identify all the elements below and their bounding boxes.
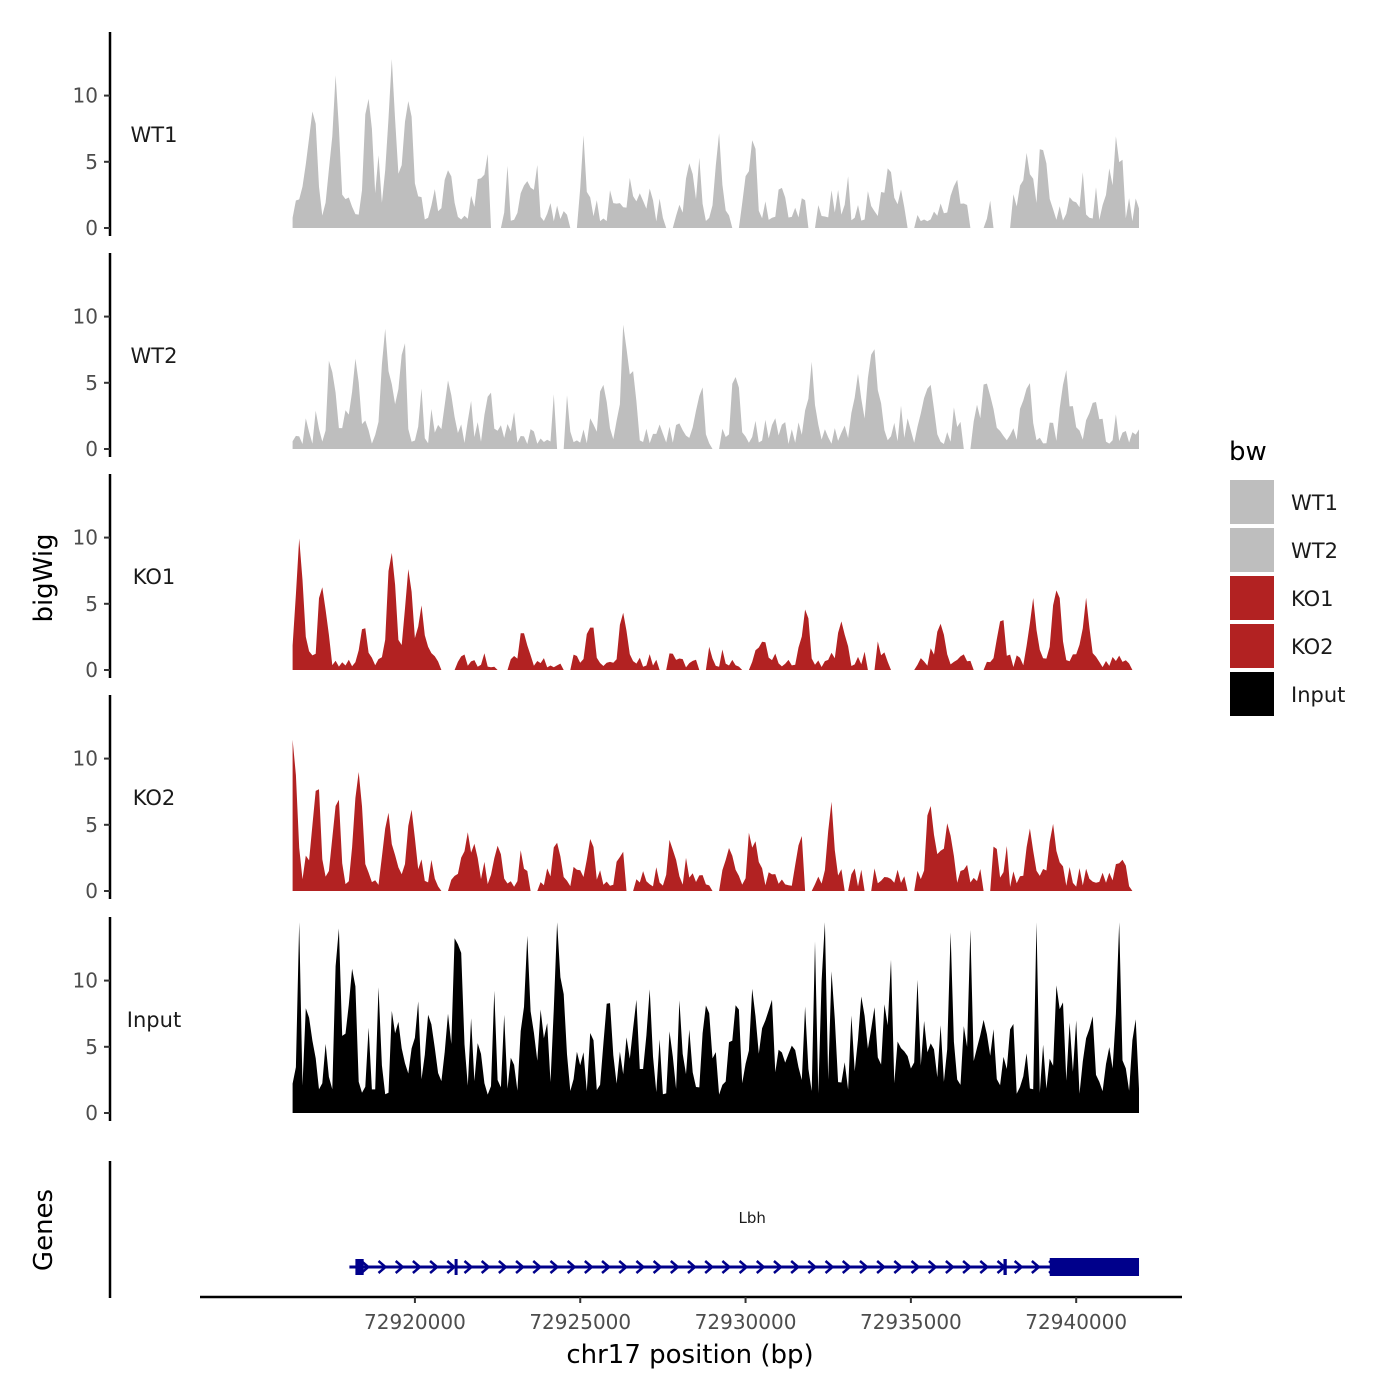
strand-arrow: [824, 1260, 835, 1274]
coverage-area-wt2: [292, 324, 1140, 449]
gene-exon: [454, 1259, 458, 1275]
y-tick-label: 10: [73, 305, 98, 329]
strand-arrow: [841, 1260, 852, 1274]
strand-arrow: [1031, 1260, 1041, 1274]
y-tick-label: 5: [85, 371, 98, 395]
y-tick-label: 5: [85, 150, 98, 174]
legend-key-wt2: [1230, 528, 1274, 572]
strand-arrow: [979, 1260, 990, 1274]
strand-arrow: [394, 1260, 405, 1274]
strand-arrow: [377, 1260, 388, 1274]
legend-key-ko2: [1230, 624, 1274, 668]
legend: bw WT1 WT2 KO1 KO2 Input: [1229, 437, 1345, 716]
y-tick-label: 10: [73, 526, 98, 550]
y-tick-label: 5: [85, 813, 98, 837]
y-tick-label: 0: [85, 1101, 98, 1125]
y-tick-label: 10: [73, 747, 98, 771]
strand-arrow: [446, 1260, 457, 1274]
legend-key-wt1: [1230, 480, 1274, 524]
strand-arrow: [480, 1260, 491, 1274]
gene-exon: [1049, 1258, 1140, 1276]
coverage-area-wt1: [292, 59, 1140, 228]
strand-arrow: [429, 1260, 440, 1274]
gene-name-label: Lbh: [739, 1209, 766, 1227]
x-tick-label: 72935000: [860, 1310, 962, 1334]
y-tick-label: 10: [73, 84, 98, 108]
coverage-area-input: [292, 922, 1140, 1113]
y-tick-label: 5: [85, 592, 98, 616]
strand-arrow: [635, 1260, 646, 1274]
y-tick-label: 5: [85, 1035, 98, 1059]
track-label-wt1: WT1: [131, 123, 178, 147]
strand-arrow: [687, 1260, 697, 1274]
y-tick-label: 10: [73, 969, 98, 993]
gene-track: Lbh: [108, 1161, 1140, 1298]
strand-arrow: [945, 1260, 955, 1274]
strand-arrow: [566, 1260, 577, 1274]
x-tick-label: 72920000: [364, 1310, 466, 1334]
y-tick-label: 0: [85, 658, 98, 682]
track-label-ko1: KO1: [133, 565, 176, 589]
y-tick-label: 0: [85, 879, 98, 903]
track-label-ko2: KO2: [133, 786, 176, 810]
strand-arrow: [721, 1260, 732, 1274]
legend-key-ko1: [1230, 576, 1274, 620]
track-label-wt2: WT2: [131, 344, 178, 368]
gene-track-title: Genes: [29, 1189, 59, 1271]
legend-label-wt1: WT1: [1291, 491, 1338, 515]
track-panel-wt1: 0 5 10 WT1: [73, 32, 1140, 240]
coverage-area-ko2: [292, 739, 1140, 891]
track-panel-ko1: 0 5 10 KO1: [73, 474, 1140, 682]
strand-arrow: [962, 1260, 973, 1274]
strand-arrow: [532, 1260, 543, 1274]
legend-label-ko1: KO1: [1291, 587, 1334, 611]
coverage-area-ko1: [292, 538, 1140, 670]
strand-arrow: [652, 1260, 663, 1274]
x-axis-title: chr17 position (bp): [566, 1340, 813, 1370]
strand-arrow: [807, 1260, 818, 1274]
legend-key-input: [1230, 672, 1274, 716]
strand-arrow: [910, 1260, 921, 1274]
strand-arrow: [463, 1260, 474, 1274]
track-panel-ko2: 0 5 10 KO2: [73, 695, 1140, 903]
strand-arrow: [927, 1260, 938, 1274]
gene-exon: [1003, 1259, 1007, 1275]
legend-label-input: Input: [1291, 683, 1345, 707]
y-tick-label: 0: [85, 437, 98, 461]
strand-arrow: [790, 1260, 801, 1274]
x-tick-label: 72930000: [695, 1310, 797, 1334]
strand-arrow: [618, 1260, 629, 1274]
strand-arrow: [412, 1260, 422, 1274]
track-label-input: Input: [127, 1008, 181, 1032]
strand-arrow: [601, 1260, 611, 1274]
x-tick-label: 72940000: [1025, 1310, 1127, 1334]
strand-arrow: [584, 1260, 594, 1274]
legend-label-wt2: WT2: [1291, 539, 1338, 563]
strand-arrow: [549, 1260, 560, 1274]
strand-arrow: [498, 1260, 508, 1274]
y-axis-title: bigWig: [29, 533, 59, 622]
strand-arrow: [755, 1260, 766, 1274]
strand-arrow: [704, 1260, 715, 1274]
strand-arrow: [669, 1260, 680, 1274]
strand-arrow: [876, 1260, 887, 1274]
legend-label-ko2: KO2: [1291, 635, 1334, 659]
x-tick-label: 72925000: [529, 1310, 631, 1334]
strand-arrow: [1013, 1260, 1024, 1274]
strand-arrow: [515, 1260, 525, 1274]
legend-title: bw: [1229, 437, 1267, 467]
strand-arrow: [859, 1260, 869, 1274]
strand-arrow: [738, 1260, 749, 1274]
track-panel-input: 0 5 10 Input: [73, 917, 1140, 1125]
gene-exon: [355, 1259, 364, 1275]
strand-arrow: [773, 1260, 783, 1274]
track-panel-wt2: 0 5 10 WT2: [73, 253, 1140, 461]
strand-arrow: [893, 1260, 904, 1274]
y-tick-label: 0: [85, 216, 98, 240]
track-panels: 0 5 10 WT1 0 5 10 WT2 0 5 10 KO1 0 5 10 KO2 0 5 10 Input: [73, 32, 1140, 1125]
x-axis: 72920000 72925000 72930000 72935000 72940000: [200, 1295, 1182, 1334]
